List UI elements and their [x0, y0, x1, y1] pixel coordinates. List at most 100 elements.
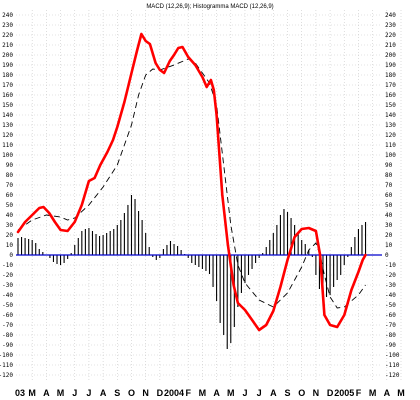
y-tick-label: -10 [2, 262, 13, 269]
y-tick-label: 200 [385, 52, 396, 59]
x-tick-label: S [114, 388, 120, 398]
y-tick-label: 10 [6, 242, 14, 249]
y-tick-label: 60 [6, 192, 14, 199]
y-tick-label: 20 [385, 232, 393, 239]
y-tick-label: -100 [385, 352, 400, 359]
y-tick-label: -90 [2, 342, 13, 349]
y-tick-label: -70 [2, 322, 13, 329]
y-tick-label: 150 [2, 102, 13, 109]
y-tick-label: 210 [2, 42, 13, 49]
signal-line [17, 58, 366, 309]
y-tick-label: 110 [2, 142, 13, 149]
y-tick-label: -100 [0, 352, 13, 359]
y-tick-label: 230 [2, 22, 13, 29]
y-tick-label: -80 [2, 332, 13, 339]
chart-title: MACD (12,26,9); Histogramma MACD (12,26,… [146, 4, 273, 10]
y-tick-label: 160 [385, 92, 396, 99]
y-tick-label: 70 [6, 182, 14, 189]
y-tick-label: 40 [6, 212, 14, 219]
y-tick-label: 50 [385, 202, 393, 209]
y-tick-label: -120 [385, 372, 400, 379]
y-tick-label: 160 [2, 92, 13, 99]
x-tick-label: A [43, 388, 50, 398]
y-tick-label: 130 [2, 122, 13, 129]
y-tick-label: 100 [2, 152, 13, 159]
y-tick-label: -30 [385, 282, 396, 289]
y-tick-label: -40 [385, 292, 396, 299]
y-tick-label: -50 [2, 302, 13, 309]
y-tick-label: -80 [385, 332, 396, 339]
y-tick-label: 90 [6, 162, 14, 169]
x-tick-label: 03 [15, 388, 25, 398]
y-tick-label: -20 [385, 272, 396, 279]
y-tick-label: 0 [385, 252, 389, 259]
x-axis: 03 M A M J J A S O N D 2004 F M A M J J A S O N D 2005 F M A M [15, 388, 405, 398]
y-tick-label: -30 [2, 282, 13, 289]
x-tick-label: 2005 [334, 388, 354, 398]
y-tick-label: 230 [385, 22, 396, 29]
y-tick-label: 140 [2, 112, 13, 119]
x-tick-label: M [199, 388, 207, 398]
y-tick-label: 150 [385, 102, 396, 109]
y-tick-label: 110 [385, 142, 396, 149]
y-tick-label: -60 [2, 312, 13, 319]
y-tick-label: 210 [385, 42, 396, 49]
y-tick-label: 80 [385, 172, 393, 179]
x-tick-label: M [28, 388, 36, 398]
x-tick-label: F [185, 388, 191, 398]
y-tick-label: -110 [385, 362, 400, 369]
y-tick-label: 220 [2, 32, 13, 39]
y-tick-label: 240 [385, 12, 396, 19]
x-tick-label: J [72, 388, 77, 398]
x-tick-label: J [86, 388, 91, 398]
x-tick-label: F [356, 388, 362, 398]
y-tick-label: -50 [385, 302, 396, 309]
y-tick-label: -60 [385, 312, 396, 319]
y-tick-label: 180 [2, 72, 13, 79]
y-tick-label: -90 [385, 342, 396, 349]
y-tick-label: 60 [385, 192, 393, 199]
y-tick-label: -110 [0, 362, 13, 369]
x-tick-label: M [57, 388, 65, 398]
x-tick-label: 2004 [164, 388, 184, 398]
y-tick-label: -120 [0, 372, 13, 379]
x-tick-label: D [327, 388, 334, 398]
y-tick-label: 190 [385, 62, 396, 69]
x-tick-label: A [384, 388, 391, 398]
y-axis-right: 2402302202102001901801701601501401301201… [385, 12, 400, 379]
x-tick-label: A [213, 388, 220, 398]
y-tick-label: 180 [385, 72, 396, 79]
y-tick-label: 40 [385, 212, 393, 219]
y-tick-label: 30 [6, 222, 14, 229]
y-tick-label: 90 [385, 162, 393, 169]
x-tick-label: D [157, 388, 164, 398]
x-tick-label: N [142, 388, 149, 398]
y-tick-label: 10 [385, 242, 393, 249]
y-tick-label: 30 [385, 222, 393, 229]
y-axis-left: 240 230 220 210 200 190 180 170 160 150 140 130 120 1… [0, 12, 13, 379]
x-tick-label: A [270, 388, 277, 398]
y-tick-label: 140 [385, 112, 396, 119]
y-tick-label: 50 [6, 202, 14, 209]
histogram-layer [17, 195, 367, 349]
x-tick-label: O [128, 388, 135, 398]
y-tick-label: 170 [2, 82, 13, 89]
y-tick-label: 170 [385, 82, 396, 89]
y-tick-label: -70 [385, 322, 396, 329]
y-tick-label: 190 [2, 62, 13, 69]
x-tick-label: M [369, 388, 377, 398]
x-tick-label: M [227, 388, 235, 398]
x-tick-label: S [285, 388, 291, 398]
y-tick-label: 120 [2, 132, 13, 139]
y-tick-label: 220 [385, 32, 396, 39]
x-tick-label: J [257, 388, 262, 398]
y-tick-label: 240 [2, 12, 13, 19]
y-tick-label: -10 [385, 262, 396, 269]
y-tick-label: 80 [6, 172, 14, 179]
y-tick-label: 200 [2, 52, 13, 59]
y-tick-label: 100 [385, 152, 396, 159]
y-tick-label: 20 [6, 232, 14, 239]
x-tick-label: M [397, 388, 405, 398]
x-tick-label: J [242, 388, 247, 398]
